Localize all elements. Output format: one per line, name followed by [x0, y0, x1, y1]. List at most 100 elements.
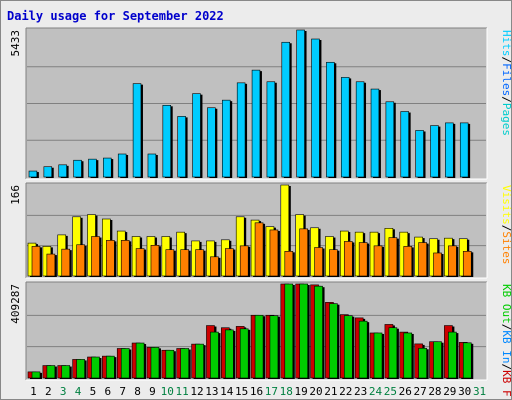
bar-visits-sites-day-20-face — [314, 247, 323, 277]
bar-hits-day-30 — [459, 122, 471, 178]
bar-hits-day-24-face — [370, 88, 380, 178]
bar-visits-sites-day-25-face — [388, 237, 398, 277]
bar-kbytes-kb-out-day-25-face — [388, 327, 398, 379]
bar-kbytes-kb-out-day-14 — [225, 329, 236, 379]
bar-kbytes-kb-out-day-16 — [254, 314, 266, 379]
bar-hits-day-19 — [296, 29, 307, 178]
bar-visits-sites-day-9 — [150, 245, 161, 277]
day-label-21: 21 — [324, 385, 337, 398]
bar-kbytes-kb-out-day-30 — [462, 342, 474, 379]
bar-visits-sites-day-12-face — [195, 249, 204, 277]
bar-hits-day-3 — [58, 164, 69, 178]
legend-separator: / — [500, 96, 511, 103]
bar-visits-sites-day-8 — [135, 248, 147, 277]
day-label-10: 10 — [161, 385, 174, 398]
day-label-27: 27 — [413, 385, 426, 398]
bar-visits-sites-day-4-face — [76, 244, 85, 277]
bar-kbytes-kb-out-day-19 — [299, 283, 310, 379]
bar-kbytes-kb-out-day-22-face — [343, 315, 353, 379]
bar-visits-sites-day-29 — [448, 245, 459, 277]
bar-visits-sites-day-21 — [329, 249, 340, 277]
bar-visits-sites-day-22-face — [343, 241, 353, 277]
bar-hits-day-2 — [43, 166, 54, 178]
bar-hits-day-26 — [400, 111, 411, 178]
bar-visits-sites-day-20 — [314, 247, 325, 277]
bar-hits-day-7 — [117, 153, 129, 178]
bar-hits-day-16 — [251, 69, 262, 178]
bar-kbytes-kb-out-day-5 — [91, 356, 102, 379]
max-label-kbytes: 409287 — [9, 284, 22, 324]
bar-hits-day-15-face — [236, 82, 246, 178]
bar-visits-sites-day-16-face — [254, 222, 264, 277]
day-label-24: 24 — [369, 385, 383, 398]
legend-kbytes: KB Out/KB In/KB F — [500, 284, 511, 397]
day-label-6: 6 — [104, 385, 111, 398]
bar-hits-day-4 — [73, 159, 84, 178]
bar-hits-day-1-face — [28, 170, 38, 178]
bar-kbytes-kb-out-day-7 — [120, 348, 132, 379]
bar-kbytes-kb-out-day-3 — [61, 365, 72, 379]
bar-hits-day-28 — [430, 125, 441, 178]
bar-visits-sites-day-3-face — [61, 248, 71, 277]
day-label-23: 23 — [354, 385, 367, 398]
bar-hits-day-6-face — [103, 157, 112, 178]
day-label-25: 25 — [384, 385, 397, 398]
bar-visits-sites-day-2-face — [46, 253, 56, 277]
bar-hits-day-11-face — [177, 116, 186, 178]
bar-hits-day-3-face — [58, 164, 67, 178]
bar-hits-day-30-face — [459, 122, 469, 178]
bar-kbytes-kb-out-day-26 — [403, 332, 414, 379]
legend-entry-hits: Hits — [500, 30, 511, 57]
bar-visits-sites-day-7 — [120, 240, 132, 277]
bar-hits-day-23-face — [355, 81, 365, 178]
bar-kbytes-kb-out-day-17-face — [269, 315, 279, 379]
bar-hits-day-6 — [103, 157, 114, 178]
bar-kbytes-kb-out-day-29 — [448, 331, 459, 379]
bar-kbytes-kb-out-day-6-face — [106, 355, 115, 379]
bar-visits-sites-day-10 — [165, 249, 176, 277]
bar-visits-sites-day-21-face — [329, 249, 338, 277]
day-label-31: 31 — [473, 385, 486, 398]
bar-hits-day-20-face — [311, 38, 320, 178]
legend-entry-kb-f: KB F — [500, 370, 511, 397]
day-label-22: 22 — [339, 385, 352, 398]
bar-hits-day-28-face — [430, 125, 439, 178]
bar-kbytes-kb-out-day-28 — [433, 341, 444, 379]
bar-visits-sites-day-16 — [254, 222, 266, 277]
bar-visits-sites-day-11-face — [180, 249, 190, 277]
bar-visits-sites-day-30 — [462, 251, 474, 277]
bar-kbytes-kb-out-day-3-face — [61, 365, 71, 379]
legend-hits: Hits/Files/Pages — [500, 30, 511, 136]
bar-visits-sites-day-1-face — [31, 246, 41, 277]
bar-kbytes-kb-out-day-18 — [284, 283, 295, 379]
legend-separator: / — [500, 324, 511, 331]
bar-kbytes-kb-out-day-10-face — [165, 349, 175, 379]
bar-kbytes-kb-out-day-28-face — [433, 341, 442, 379]
legend-entry-pages: Pages — [500, 103, 511, 136]
bar-kbytes-kb-out-day-2 — [46, 365, 57, 379]
legend-entry-kb-in: KB In — [500, 330, 511, 363]
bar-visits-sites-day-25 — [388, 237, 399, 277]
bar-kbytes-kb-out-day-21-face — [329, 303, 338, 379]
day-label-8: 8 — [134, 385, 141, 398]
bar-hits-day-25 — [385, 101, 396, 178]
bar-hits-day-10 — [162, 104, 173, 178]
bar-kbytes-kb-out-day-22 — [343, 315, 355, 379]
bar-kbytes-kb-out-day-27 — [418, 347, 429, 379]
bar-visits-sites-day-1 — [31, 246, 42, 277]
bar-hits-day-27-face — [415, 130, 424, 178]
bar-kbytes-kb-out-day-4 — [76, 359, 87, 379]
bar-hits-day-16-face — [251, 69, 261, 178]
bar-kbytes-kb-out-day-6 — [106, 355, 117, 379]
max-label-visits: 166 — [9, 185, 22, 205]
bar-kbytes-kb-out-day-12-face — [195, 343, 204, 379]
bar-kbytes-kb-out-day-18-face — [284, 283, 294, 379]
legend-separator: / — [500, 57, 511, 64]
bar-visits-sites-day-6-face — [106, 240, 115, 277]
bar-kbytes-kb-out-day-29-face — [448, 331, 457, 379]
bar-visits-sites-day-27 — [418, 242, 429, 277]
bar-kbytes-kb-out-day-25 — [388, 327, 399, 379]
bar-hits-day-8 — [132, 83, 143, 178]
bar-kbytes-kb-out-day-9 — [150, 347, 161, 379]
day-label-15: 15 — [235, 385, 248, 398]
